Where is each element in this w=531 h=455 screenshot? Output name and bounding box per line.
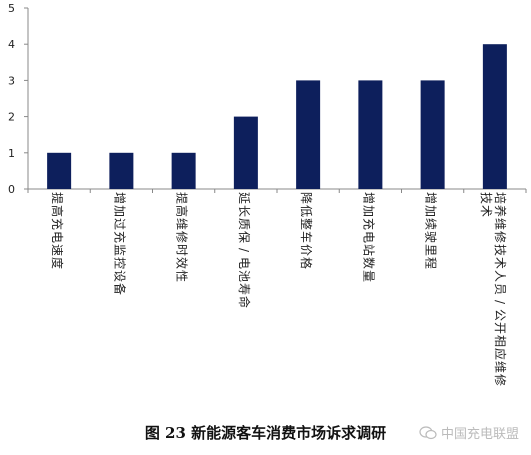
x-tick-label-char: 增	[361, 192, 375, 204]
x-tick-label-char: 度	[50, 257, 65, 269]
x-tick-label-char: 增	[112, 192, 126, 204]
figure-caption: 图 23 新能源客车消费市场诉求调研	[144, 424, 387, 442]
x-tick-label-char: 充	[112, 231, 127, 243]
x-tick-label-char: 控	[112, 257, 126, 269]
bar	[47, 152, 72, 189]
x-tick-label-char: 格	[299, 257, 314, 269]
x-tick-label-char: 低	[299, 205, 313, 217]
x-tick-label-char: 提	[175, 192, 190, 204]
bar	[296, 80, 321, 189]
x-tick-label-char: 保	[237, 231, 251, 243]
y-tick-labels: 0 1 2 3 4 5	[8, 2, 15, 196]
x-tick-label-char: 延	[237, 192, 251, 204]
y-tick-label: 2	[8, 111, 15, 124]
bar	[171, 152, 196, 189]
x-tick-label-char: 增	[424, 192, 438, 204]
x-tick-label-char: 维	[493, 218, 507, 230]
x-tick-label-char: 加	[112, 205, 126, 217]
x-tick-label-char: 数	[361, 257, 376, 269]
x-tick-label-char: 相	[493, 335, 507, 347]
x-tick-label-char: 应	[493, 348, 508, 360]
x-tick-label-char: 术	[479, 205, 493, 217]
x-tick-label-char: 站	[361, 244, 375, 256]
x-tick-label-char: 电	[50, 231, 64, 243]
bar	[233, 116, 258, 189]
x-tick-label-char: 术	[493, 257, 507, 269]
x-tick-label-char: 驶	[424, 231, 439, 243]
x-tick-label-char: 高	[50, 205, 65, 217]
bar	[482, 44, 507, 190]
axes	[24, 7, 527, 193]
x-tick-label-char: 效	[175, 257, 190, 269]
x-tick-label-char: 养	[493, 205, 508, 217]
x-tick-label-char: 修	[493, 231, 508, 243]
x-tick-label-char: 降	[299, 192, 313, 204]
bar	[358, 80, 383, 189]
x-tick-label-char: 员	[493, 283, 507, 295]
watermark: 中国充电联盟	[419, 423, 519, 442]
x-tick-label-char: 里	[424, 244, 438, 256]
x-tick-labels: 提高充电速度增加过充监控设备提高维修时效性延长质保/电池寿命降低整车价格增加充电…	[50, 192, 508, 386]
x-tick-label-char: 备	[112, 283, 126, 295]
x-tick-label-char: 寿	[237, 283, 251, 295]
x-tick-label-char: 设	[112, 270, 126, 282]
y-tick-label: 3	[8, 74, 15, 87]
x-tick-label-char: 充	[50, 218, 65, 230]
x-tick-label-char: 公	[493, 309, 507, 321]
x-tick-label-char: 量	[361, 270, 375, 282]
x-tick-label-char: 维	[493, 361, 507, 373]
x-tick-label-char: 时	[175, 244, 189, 256]
x-tick-label-char: 开	[493, 322, 507, 334]
x-tick-label-char: 车	[299, 231, 314, 243]
x-tick-label-char: 程	[424, 257, 439, 269]
x-tick-label-char: 池	[237, 270, 251, 282]
bar	[109, 152, 134, 189]
x-tick-label-char: 续	[424, 218, 438, 230]
x-tick-label-char: 速	[50, 244, 64, 256]
x-tick-label-char: 加	[424, 205, 438, 217]
x-tick-label-char: /	[493, 300, 507, 305]
x-tick-label-char: 价	[299, 244, 313, 256]
x-tick-label-char: 充	[361, 218, 376, 230]
x-tick-label-char: 长	[237, 205, 251, 217]
y-tick-label: 1	[8, 147, 15, 160]
x-tick-label-char: 质	[237, 218, 251, 230]
x-tick-label-char: 修	[493, 374, 508, 386]
x-tick-label-char: 性	[175, 270, 189, 282]
x-tick-label-char: 加	[361, 205, 375, 217]
x-tick-label-char: /	[237, 248, 251, 253]
x-tick-label-char: 高	[175, 205, 190, 217]
bar	[420, 80, 445, 189]
x-tick-label-char: 维	[175, 218, 189, 230]
watermark-text: 中国充电联盟	[440, 427, 519, 442]
x-tick-label-char: 技	[479, 192, 493, 204]
x-tick-label-char: 过	[112, 218, 126, 230]
x-tick-label-char: 电	[237, 257, 251, 269]
x-tick-label-char: 提	[50, 192, 65, 204]
y-tick-label: 0	[8, 183, 15, 196]
x-tick-label-char: 修	[175, 231, 190, 243]
x-tick-label-char: 电	[361, 231, 375, 243]
x-tick-label-char: 命	[237, 296, 252, 308]
x-tick-label-char: 整	[299, 218, 314, 230]
y-tick-label: 5	[8, 2, 15, 15]
x-tick-label-char: 监	[112, 244, 126, 256]
x-tick-label-char: 人	[493, 270, 507, 282]
bars	[47, 44, 507, 190]
wechat-icon	[419, 425, 437, 439]
x-tick-label-char: 技	[493, 244, 507, 256]
y-tick-label: 4	[8, 38, 15, 51]
x-tick-label-char: 培	[493, 192, 508, 204]
